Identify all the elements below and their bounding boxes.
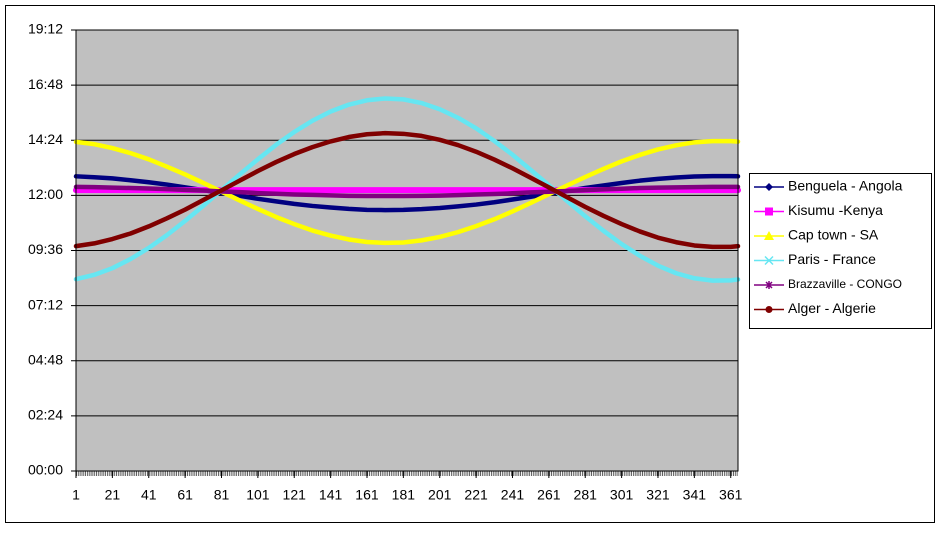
legend-label: Paris - France	[788, 251, 876, 267]
x-tick-label: 361	[719, 487, 743, 503]
y-tick-label: 09:36	[28, 241, 63, 257]
x-tick-label: 181	[392, 487, 416, 503]
x-tick-label: 161	[355, 487, 379, 503]
legend-label: Kisumu -Kenya	[788, 202, 883, 218]
x-tick-label: 41	[141, 487, 157, 503]
legend-marker	[765, 306, 773, 313]
legend-marker	[765, 281, 773, 289]
y-tick-label: 14:24	[28, 131, 63, 147]
y-tick-label: 16:48	[28, 76, 63, 92]
minor-ticks	[76, 471, 738, 476]
x-tick-label: 301	[610, 487, 634, 503]
lines	[73, 96, 741, 283]
legend-marker	[765, 183, 773, 191]
legend: Benguela - Angola Kisumu -Kenya Cap town -…	[749, 173, 932, 329]
x-tick-label: 221	[464, 487, 488, 503]
legend-marker	[764, 255, 774, 266]
legend-label: Brazzaville - CONGO	[788, 277, 902, 291]
legend-label: Alger - Algerie	[788, 300, 876, 316]
legend-marker	[764, 231, 774, 240]
plot-border	[75, 29, 739, 472]
x-tick-label: 281	[574, 487, 598, 503]
legend-label: Benguela - Angola	[788, 178, 903, 194]
y-tick-label: 04:48	[28, 351, 63, 367]
series-line	[73, 130, 741, 250]
legend-marker	[765, 207, 773, 216]
x-tick-label: 61	[177, 487, 193, 503]
series-line	[73, 184, 741, 199]
legend-label: Cap town - SA	[788, 227, 879, 243]
x-tick-label: 321	[646, 487, 670, 503]
y-tick-label: 12:00	[28, 186, 63, 202]
series-line	[73, 138, 741, 246]
y-tick-label: 02:24	[28, 407, 63, 423]
x-tick-label: 21	[105, 487, 121, 503]
x-tick-label: 141	[319, 487, 343, 503]
x-tick-label: 121	[283, 487, 307, 503]
x-tick-label: 81	[214, 487, 230, 503]
x-tick-label: 1	[72, 487, 80, 503]
x-tick-label: 201	[428, 487, 452, 503]
legend-box	[749, 173, 932, 329]
x-tick-label: 261	[537, 487, 561, 503]
x-tick-label: 341	[683, 487, 707, 503]
y-tick-label: 19:12	[28, 21, 63, 37]
series-line	[73, 96, 741, 283]
y-tick-label: 00:00	[28, 462, 63, 478]
x-tick-label: 241	[501, 487, 525, 503]
x-tick-label: 101	[246, 487, 270, 503]
y-tick-label: 07:12	[28, 296, 63, 312]
